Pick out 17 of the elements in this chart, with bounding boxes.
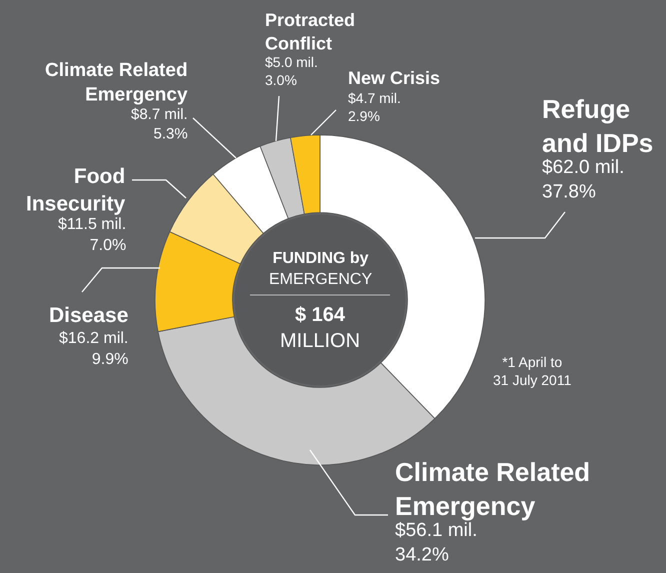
data-label: $16.2 mil. 9.9% <box>59 330 128 368</box>
text: FUNDING by EMERGENCY <box>269 250 372 288</box>
data-label: $8.7 mil. 5.3% <box>131 106 188 142</box>
slice-label: Food Insecurity <box>26 165 126 216</box>
text: $ 164 MILLION <box>280 304 360 352</box>
data-label: $11.5 mil. 7.0% <box>58 216 126 254</box>
slice-label: New Crisis <box>348 68 440 88</box>
data-label: $56.1 mil. 34.2% <box>395 520 478 566</box>
text: *1 April to 31 July 2011 <box>493 354 572 388</box>
slice-label: Climate Related Emergency <box>45 60 188 106</box>
slice-label: Protracted Conflict <box>265 10 356 54</box>
slice-label: Refuge and IDPs <box>542 94 654 158</box>
data-label: $4.7 mil. 2.9% <box>348 90 401 124</box>
data-label: $62.0 mil. 37.8% <box>542 157 624 203</box>
data-label: $5.0 mil. 3.0% <box>265 54 318 88</box>
slice-label: Climate Related Emergency <box>395 457 590 521</box>
slice-label: Disease <box>49 304 128 327</box>
